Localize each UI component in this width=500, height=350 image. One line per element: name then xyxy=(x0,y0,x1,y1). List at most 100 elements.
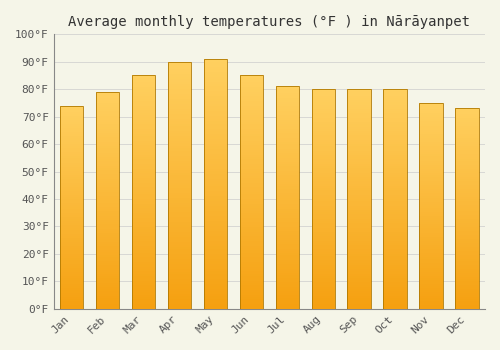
Bar xyxy=(240,150,263,153)
Bar xyxy=(456,251,478,253)
Bar xyxy=(96,118,119,120)
Bar xyxy=(276,269,299,271)
Bar xyxy=(168,175,191,178)
Bar xyxy=(132,122,155,125)
Bar xyxy=(312,269,335,272)
Bar xyxy=(60,252,84,254)
Bar xyxy=(420,111,443,113)
Bar xyxy=(132,199,155,202)
Bar xyxy=(240,188,263,190)
Bar xyxy=(96,207,119,209)
Bar xyxy=(168,133,191,136)
Bar xyxy=(456,111,478,112)
Bar xyxy=(132,136,155,139)
Bar xyxy=(420,266,443,268)
Bar xyxy=(348,98,371,100)
Bar xyxy=(348,247,371,250)
Bar xyxy=(96,172,119,174)
Bar xyxy=(60,152,84,154)
Bar xyxy=(276,238,299,240)
Bar xyxy=(420,177,443,179)
Bar xyxy=(132,139,155,141)
Bar xyxy=(60,181,84,183)
Bar xyxy=(312,289,335,291)
Bar xyxy=(168,232,191,234)
Bar xyxy=(420,237,443,239)
Bar xyxy=(420,134,443,136)
Bar xyxy=(96,148,119,150)
Bar xyxy=(384,232,407,234)
Bar xyxy=(168,215,191,217)
Bar xyxy=(312,157,335,160)
Bar xyxy=(240,108,263,111)
Bar xyxy=(204,121,227,124)
Bar xyxy=(348,265,371,267)
Bar xyxy=(456,193,478,195)
Bar xyxy=(96,153,119,155)
Bar xyxy=(312,177,335,179)
Bar xyxy=(240,262,263,265)
Bar xyxy=(96,116,119,118)
Bar xyxy=(312,179,335,181)
Bar xyxy=(312,175,335,177)
Bar xyxy=(384,148,407,151)
Bar xyxy=(276,109,299,111)
Bar xyxy=(132,248,155,251)
Bar xyxy=(420,286,443,288)
Bar xyxy=(168,190,191,192)
Bar xyxy=(60,116,84,118)
Bar xyxy=(276,116,299,118)
Bar xyxy=(204,124,227,126)
Bar xyxy=(456,197,478,198)
Bar xyxy=(204,231,227,234)
Bar xyxy=(60,250,84,252)
Bar xyxy=(132,113,155,115)
Bar xyxy=(96,168,119,170)
Bar xyxy=(276,298,299,300)
Bar xyxy=(204,69,227,71)
Bar xyxy=(204,161,227,164)
Bar xyxy=(240,248,263,251)
Bar xyxy=(132,288,155,290)
Bar xyxy=(420,220,443,222)
Bar xyxy=(276,184,299,187)
Bar xyxy=(204,244,227,246)
Bar xyxy=(60,223,84,225)
Bar xyxy=(60,122,84,124)
Bar xyxy=(240,288,263,290)
Bar xyxy=(132,171,155,174)
Bar xyxy=(456,145,478,147)
Bar xyxy=(204,199,227,201)
Bar xyxy=(96,237,119,239)
Bar xyxy=(168,217,191,220)
Bar xyxy=(312,98,335,100)
Bar xyxy=(96,270,119,272)
Bar xyxy=(456,267,478,269)
Bar xyxy=(348,219,371,221)
Bar xyxy=(456,167,478,168)
Bar xyxy=(312,193,335,195)
Bar xyxy=(276,258,299,260)
Bar xyxy=(96,276,119,278)
Bar xyxy=(384,221,407,223)
Bar xyxy=(420,198,443,199)
Bar xyxy=(132,190,155,192)
Bar xyxy=(60,296,84,299)
Bar xyxy=(240,279,263,281)
Bar xyxy=(96,161,119,163)
Bar xyxy=(384,272,407,274)
Bar xyxy=(312,285,335,287)
Bar xyxy=(456,117,478,118)
Bar xyxy=(348,173,371,175)
Bar xyxy=(456,299,478,301)
Bar xyxy=(60,278,84,280)
Bar xyxy=(168,203,191,205)
Bar xyxy=(60,179,84,181)
Bar xyxy=(276,167,299,169)
Bar xyxy=(276,307,299,309)
Bar xyxy=(312,188,335,190)
Bar xyxy=(168,276,191,279)
Bar xyxy=(312,164,335,166)
Bar xyxy=(96,265,119,267)
Bar xyxy=(60,280,84,282)
